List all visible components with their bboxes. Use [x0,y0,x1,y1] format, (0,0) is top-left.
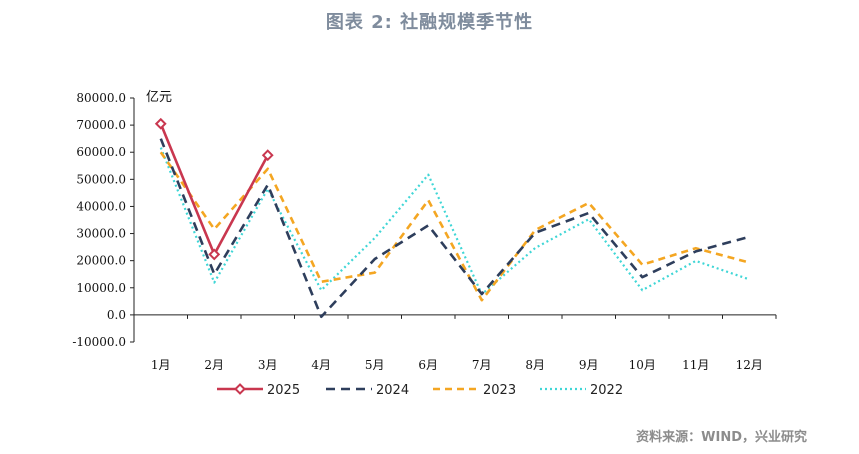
series-line-2024 [159,138,750,319]
y-tick-label: 20000.0 [76,254,126,268]
source-note: 资料来源：WIND，兴业研究 [636,430,807,445]
x-tick-label: 3月 [258,358,278,372]
x-tick-label: 5月 [365,358,385,372]
y-tick-label: 40000.0 [76,199,126,213]
x-tick-label: 2月 [204,358,224,372]
y-tick-label: 80000.0 [76,91,126,105]
x-tick-label: 6月 [418,358,438,372]
legend-label-2022: 2022 [590,383,623,398]
series-line-2022 [159,147,750,296]
series-line-2025 [159,123,269,256]
legend-label-2024: 2024 [376,383,409,398]
x-tick-label: 10月 [629,358,656,372]
data-point-2025 [208,248,221,261]
x-tick-label: 7月 [472,358,492,372]
x-tick-label: 9月 [579,358,599,372]
y-tick-label: -10000.0 [72,335,126,349]
data-point-2025 [154,117,167,130]
legend-label-2025: 2025 [267,383,300,398]
legend-marker-2025 [234,383,246,395]
y-unit-label: 亿元 [146,90,172,105]
y-tick-label: 30000.0 [76,227,126,241]
y-tick-label: 10000.0 [76,281,126,295]
x-tick-label: 12月 [736,358,763,372]
series-line-2023 [159,151,750,302]
y-tick-label: 60000.0 [76,145,126,159]
x-tick-label: 1月 [151,358,171,372]
x-tick-label: 8月 [525,358,545,372]
data-point-2025 [261,149,274,162]
x-tick-label: 4月 [311,358,331,372]
y-tick-label: 0.0 [107,308,126,322]
legend-label-2023: 2023 [483,383,516,398]
x-tick-label: 11月 [682,358,709,372]
chart-title: 图表 2: 社融规模季节性 [325,12,534,33]
y-tick-label: 70000.0 [76,118,126,132]
y-tick-label: 50000.0 [76,172,126,186]
